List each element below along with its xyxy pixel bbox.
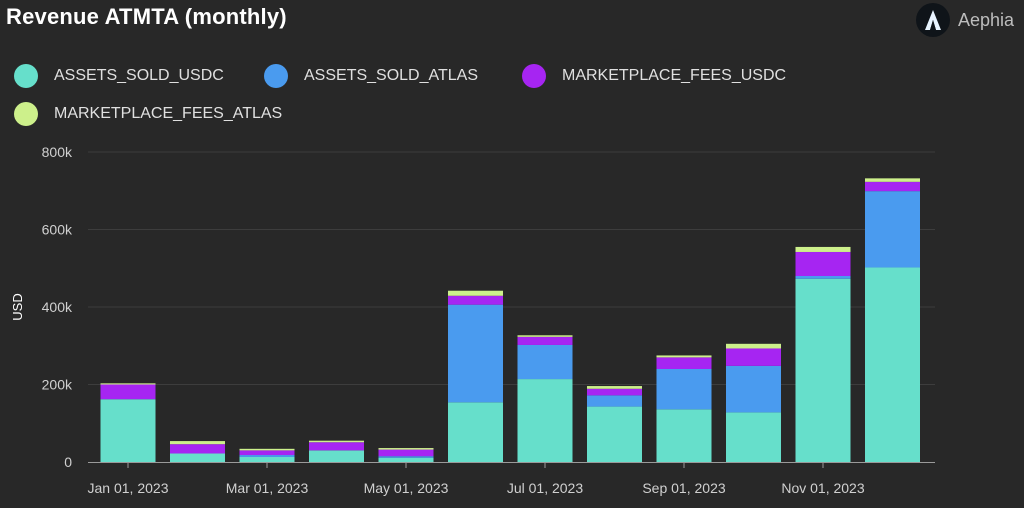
y-tick-label: 0 <box>64 454 72 470</box>
bar-segment <box>448 290 503 296</box>
y-tick-label: 800k <box>42 144 73 160</box>
bar-segment <box>865 181 920 192</box>
bar-segment <box>100 383 156 385</box>
bar-segment <box>795 246 851 252</box>
bar-segment <box>378 448 434 450</box>
bar-segment <box>865 191 920 268</box>
bar-segment <box>865 178 920 182</box>
legend-label: ASSETS_SOLD_USDC <box>54 67 224 84</box>
bar-segment <box>239 450 295 456</box>
bar-segment <box>378 449 434 457</box>
bar-segment <box>587 386 642 389</box>
brand: Aephia <box>915 3 1014 37</box>
bar-segment <box>795 276 851 279</box>
bar-segment <box>517 336 573 345</box>
bar-segment <box>100 399 156 462</box>
x-tick-label: Mar 01, 2023 <box>226 480 309 496</box>
bar-segment <box>656 409 712 462</box>
aephia-logo-icon <box>915 3 950 37</box>
bar-segment <box>587 395 642 407</box>
bar-segment <box>517 379 573 462</box>
legend-swatch <box>264 64 288 88</box>
bar-segment <box>587 406 642 462</box>
bar-segment <box>239 455 295 457</box>
bar-segment <box>795 278 851 462</box>
y-tick-label: 400k <box>42 299 73 315</box>
legend-item-assets-sold-atlas[interactable]: ASSETS_SOLD_ATLAS <box>264 62 478 90</box>
y-tick-label: 600k <box>42 222 73 238</box>
bar-segment <box>726 348 781 366</box>
x-tick-label: Nov 01, 2023 <box>781 480 864 496</box>
legend-swatch <box>14 102 38 126</box>
chart-title: Revenue ATMTA (monthly) <box>6 4 287 29</box>
bar-segment <box>656 357 712 369</box>
bar-segment <box>309 442 364 451</box>
x-tick-label: May 01, 2023 <box>364 480 449 496</box>
bar-segment <box>239 448 295 451</box>
y-tick-label: 200k <box>42 377 73 393</box>
y-axis-label: USD <box>10 293 25 320</box>
bar-segment <box>100 384 156 400</box>
legend-label: ASSETS_SOLD_ATLAS <box>304 67 478 84</box>
bar-segment <box>448 304 503 403</box>
bar-segment <box>170 453 225 462</box>
legend-label: MARKETPLACE_FEES_ATLAS <box>54 105 283 122</box>
bar-segment <box>378 457 434 462</box>
bar-segment <box>517 344 573 380</box>
x-tick-label: Jan 01, 2023 <box>88 480 169 496</box>
bar-segment <box>309 450 364 462</box>
bar-segment <box>726 412 781 462</box>
legend-swatch <box>522 64 546 88</box>
bar-segment <box>795 251 851 276</box>
bar-segment <box>170 441 225 445</box>
bar-segment <box>517 335 573 337</box>
x-tick-label: Sep 01, 2023 <box>642 480 726 496</box>
bar-segment <box>865 267 920 462</box>
brand-name: Aephia <box>957 9 1014 30</box>
bar-segment <box>656 355 712 358</box>
legend-label: MARKETPLACE_FEES_USDC <box>562 67 787 84</box>
x-tick-label: Jul 01, 2023 <box>507 480 583 496</box>
bar-segment <box>378 456 434 458</box>
bar-segment <box>239 456 295 462</box>
legend-item-assets-sold-usdc[interactable]: ASSETS_SOLD_USDC <box>14 62 224 90</box>
bar-segment <box>726 343 781 349</box>
bar-segment <box>726 365 781 413</box>
bar-segment <box>170 444 225 454</box>
bar-segment <box>587 388 642 396</box>
bar-segment <box>448 402 503 462</box>
bar-segment <box>448 295 503 305</box>
legend-item-marketplace-fees-atlas[interactable]: MARKETPLACE_FEES_ATLAS <box>14 100 282 128</box>
legend-item-marketplace-fees-usdc[interactable]: MARKETPLACE_FEES_USDC <box>522 62 786 90</box>
bar-segment <box>309 440 364 443</box>
legend-swatch <box>14 64 38 88</box>
bar-segment <box>656 369 712 410</box>
